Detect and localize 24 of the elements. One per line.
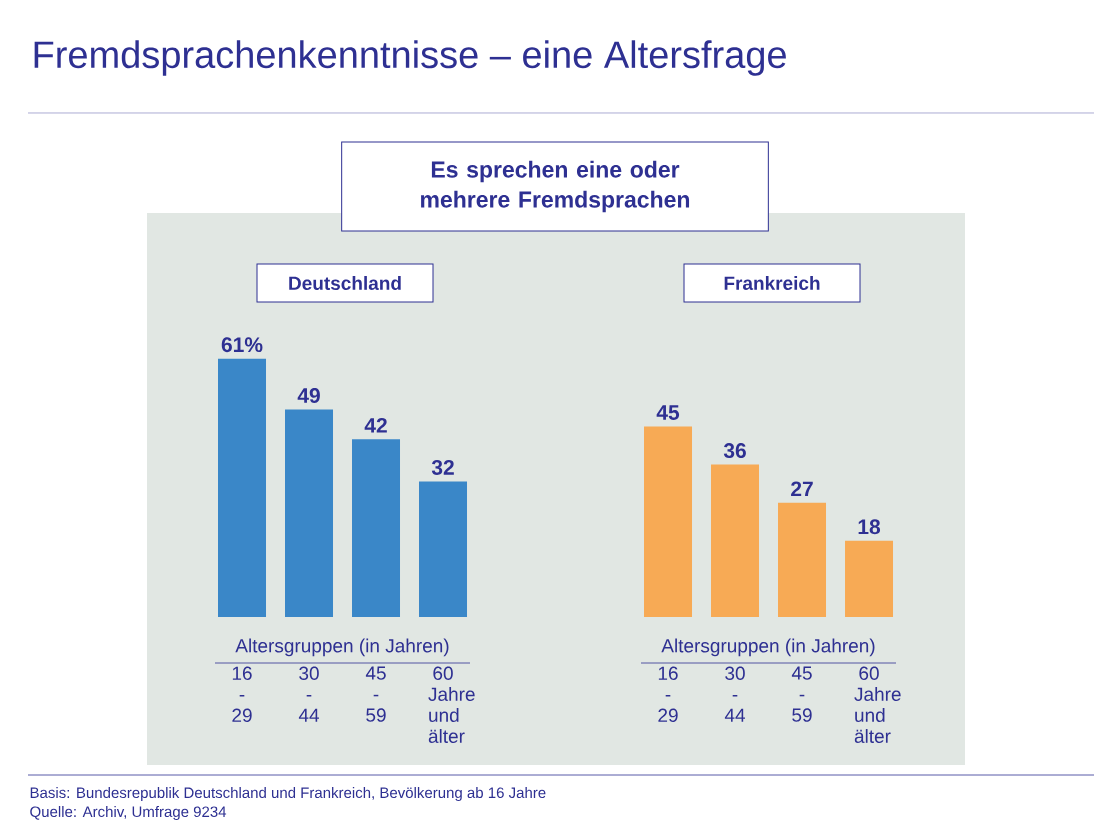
data-label: 61%	[221, 337, 263, 353]
data-label: 45	[656, 405, 680, 420]
text: Deutschland	[289, 276, 401, 290]
x-tick-label: 30 - 44	[298, 666, 320, 722]
x-axis-title: Altersgruppen (in Jahren)	[661, 638, 875, 657]
data-label: 49	[297, 388, 320, 403]
x-axis-title: Altersgruppen (in Jahren)	[235, 638, 449, 657]
x-tick-label: 45 - 59	[365, 666, 386, 722]
x-tick-label: 30 - 44	[724, 666, 746, 722]
text: Frankreich	[724, 276, 820, 290]
data-label: 18	[858, 519, 881, 535]
x-tick-label: 45 - 59	[791, 666, 812, 722]
data-label: 36	[723, 443, 746, 459]
x-tick-label: 16 - 29	[658, 666, 678, 722]
source-note: Quelle: Archiv, Umfrage 9234	[30, 806, 227, 820]
data-label: 32	[431, 460, 454, 475]
text: Es sprechen eine oder mehrere Fremdsprachen	[421, 160, 690, 213]
x-tick-label: 60 Jahre und älter	[854, 666, 901, 743]
text: Basis: Bundesrepublik Deutschland und Frankreich, Bevölkerung ab 16 Jahre	[30, 787, 546, 801]
x-tick-label: 16 - 29	[232, 666, 252, 722]
chart-title: Fremdsprachenkenntnisse – eine Altersfrage	[34, 40, 786, 76]
data-label: 42	[364, 417, 387, 433]
x-tick-label: 60 Jahre und älter	[428, 666, 475, 743]
data-label: 27	[791, 481, 813, 497]
